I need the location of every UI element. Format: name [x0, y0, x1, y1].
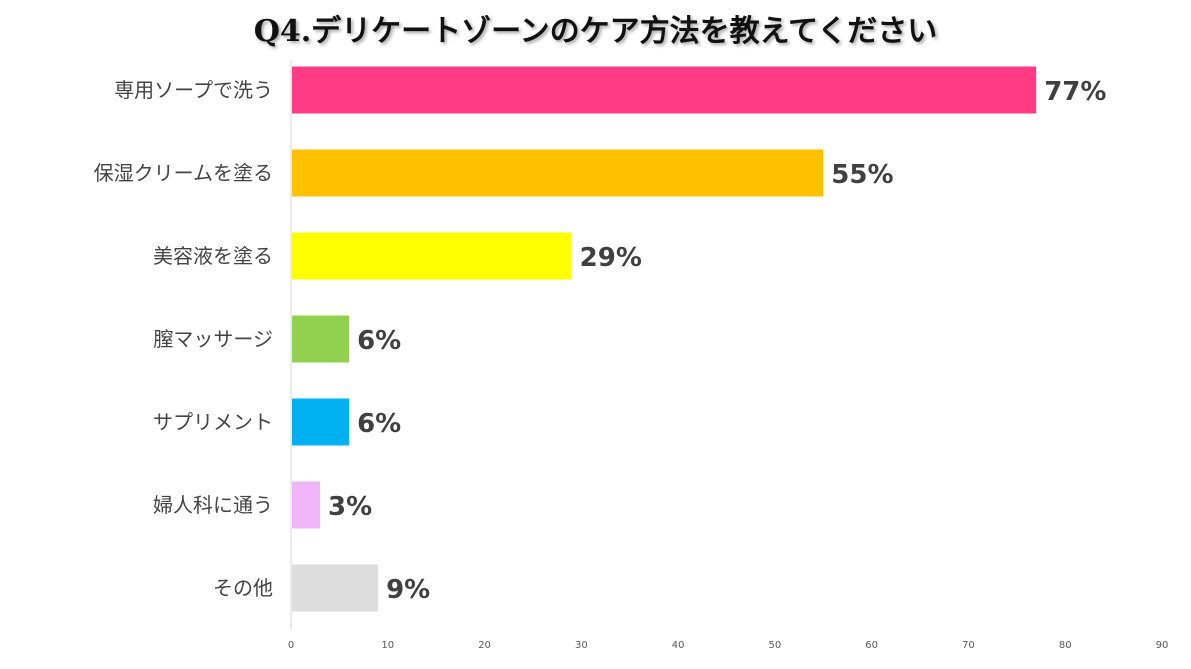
value-label-4: 6% — [357, 409, 401, 439]
value-label-2: 29% — [580, 243, 642, 273]
x-tick-label-40: 40 — [672, 640, 685, 651]
bar-6 — [292, 564, 379, 612]
x-tick-label-20: 20 — [478, 640, 491, 651]
x-tick-label-80: 80 — [1059, 640, 1072, 651]
bars-group — [292, 66, 1037, 612]
bar-2 — [292, 232, 572, 280]
value-label-6: 9% — [386, 575, 430, 605]
x-tick-label-0: 0 — [288, 640, 294, 651]
value-label-3: 6% — [357, 326, 401, 356]
labels-group: 専用ソープで洗う 77% 保湿クリームを塗る 55% 美容液を塗る 29% 膣マッサージ 6%… — [94, 77, 1107, 605]
bar-5 — [292, 481, 321, 529]
chart-title: Q4.デリケートゾーンのケア方法を教えてください — [253, 14, 938, 49]
category-label-2: 美容液を塗る — [153, 244, 273, 268]
x-tick-label-70: 70 — [962, 640, 975, 651]
category-label-0: 専用ソープで洗う — [114, 78, 273, 102]
bar-1 — [292, 149, 824, 197]
axis-group: 0 10 20 30 40 50 60 70 80 90 — [288, 60, 1169, 651]
x-tick-label-10: 10 — [381, 640, 394, 651]
category-label-1: 保湿クリームを塗る — [94, 161, 273, 185]
x-tick-label-50: 50 — [769, 640, 782, 651]
x-tick-label-60: 60 — [865, 640, 878, 651]
bar-4 — [292, 398, 350, 446]
x-tick-label-30: 30 — [575, 640, 588, 651]
value-label-5: 3% — [328, 492, 372, 522]
value-label-0: 77% — [1044, 77, 1106, 107]
value-label-1: 55% — [831, 160, 893, 190]
bar-3 — [292, 315, 350, 363]
category-label-3: 膣マッサージ — [153, 327, 273, 351]
category-label-5: 婦人科に通う — [153, 493, 273, 517]
bar-0 — [292, 66, 1037, 114]
x-tick-label-90: 90 — [1156, 640, 1169, 651]
category-label-6: その他 — [213, 576, 273, 600]
category-label-4: サプリメント — [153, 410, 273, 434]
